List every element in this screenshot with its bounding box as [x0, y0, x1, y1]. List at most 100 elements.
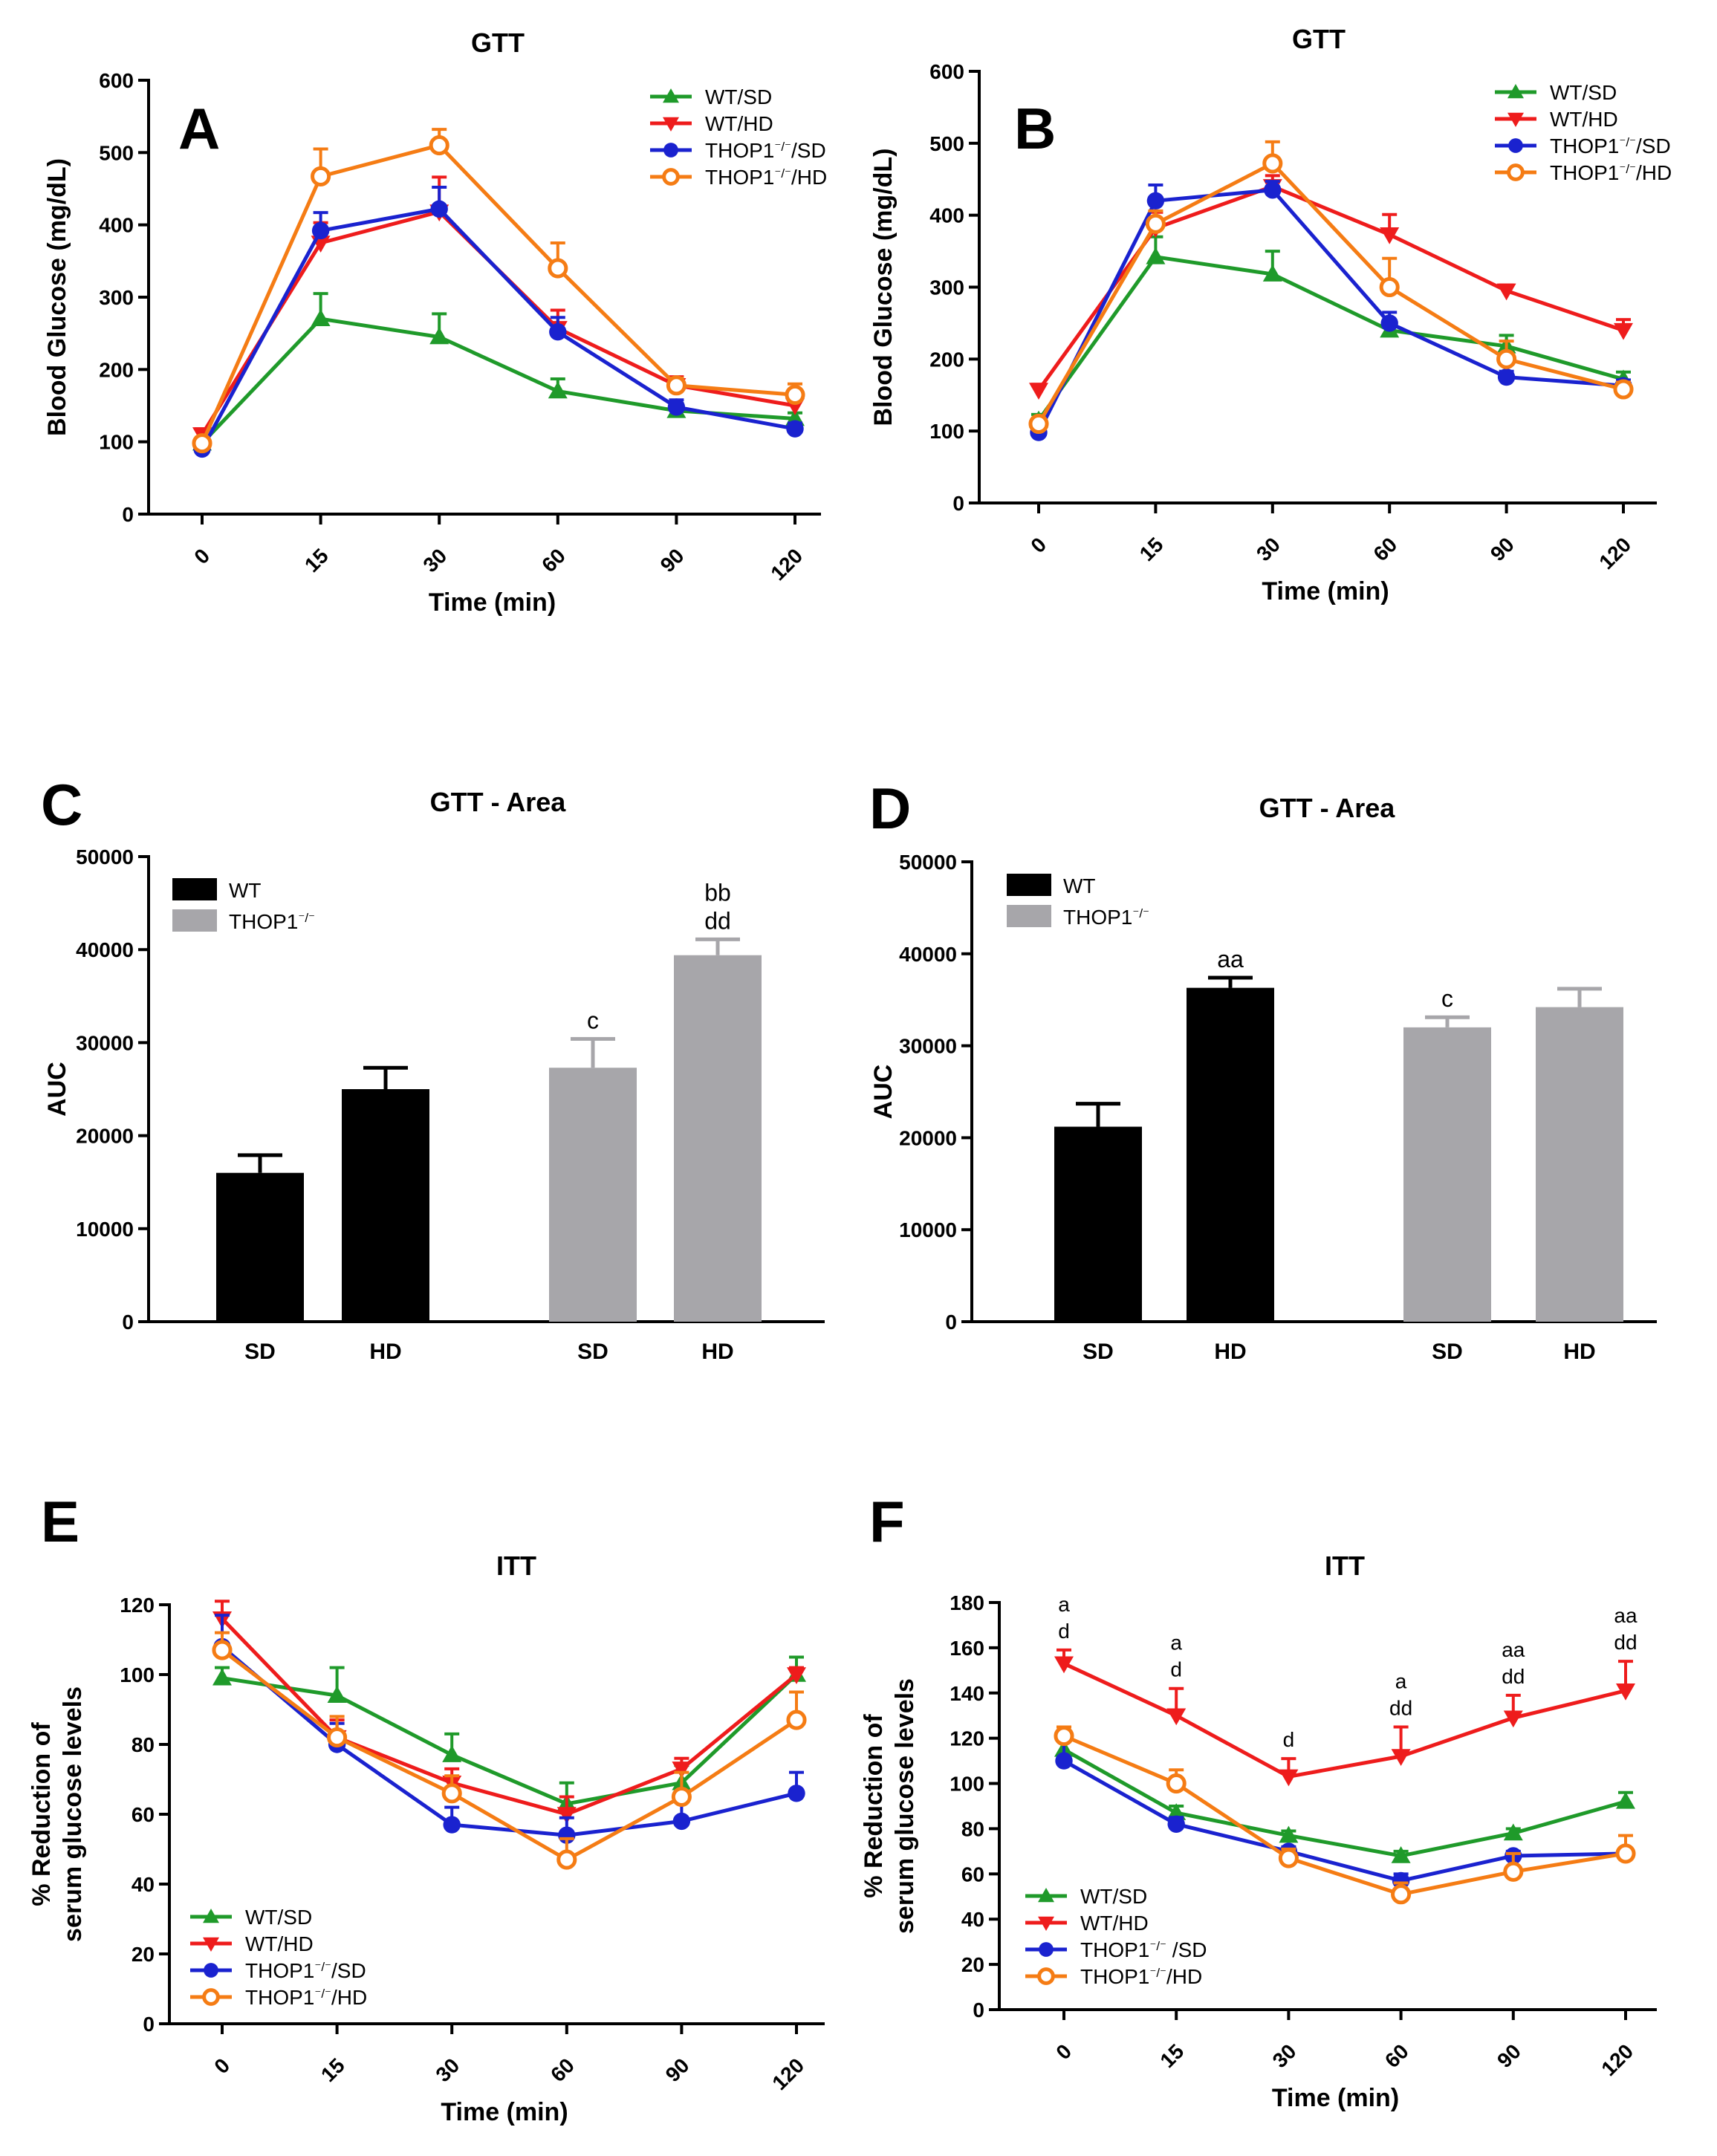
chart-f-data-point	[1503, 1710, 1523, 1728]
chart-a-data-point	[667, 398, 686, 416]
chart-f-data-point	[1278, 1848, 1299, 1868]
chart-e-ytick-label: 20	[132, 1943, 155, 1966]
chart-d-legend-swatch	[1007, 874, 1051, 896]
chart-a-legend-marker	[663, 88, 679, 103]
chart-f-ytick-label: 40	[961, 1908, 984, 1931]
chart-e-data-point	[787, 1667, 806, 1684]
chart-f-ytick-label: 180	[950, 1591, 984, 1614]
chart-e-data-point	[788, 1785, 805, 1802]
chart-b-ytick-label: 200	[929, 348, 964, 371]
chart-c-legend-swatch	[172, 909, 217, 932]
chart-b-xtick-label: 120	[1594, 533, 1635, 574]
chart-f-data-point	[1391, 1884, 1412, 1905]
chart-f-data-point	[1166, 1773, 1187, 1794]
chart-f-annotation: dd	[1389, 1696, 1412, 1719]
chart-f-legend-marker	[1039, 1942, 1054, 1957]
chart-d-legend-label: THOP1⁻/⁻	[1063, 906, 1149, 929]
chart-a-ytick-label: 600	[99, 69, 134, 92]
chart-a-series-0	[192, 292, 805, 451]
chart-b-data-point	[1029, 383, 1048, 400]
chart-e-series-line	[221, 1649, 798, 1862]
panel-b: B	[1014, 96, 1056, 161]
chart-c-legend: WT THOP1⁻/⁻	[172, 878, 315, 933]
chart-f-xtick-label: 60	[1380, 2039, 1413, 2072]
chart-f-data-point	[1054, 1656, 1074, 1674]
chart-c-xtick-label: SD	[577, 1340, 608, 1364]
chart-f-data-point	[1167, 1815, 1185, 1834]
chart-e-data-point	[556, 1807, 577, 1824]
chart-b-data-point	[1497, 368, 1516, 386]
chart-a-ytick-label: 100	[99, 431, 134, 454]
chart-f-annotation: d	[1170, 1658, 1182, 1681]
chart-f-legend-label: THOP1⁻/⁻ /SD	[1080, 1938, 1207, 1961]
chart-f-legend: WT/SD WT/HD THOP1⁻/⁻ /SD THOP1⁻/⁻/HD	[1025, 1885, 1207, 1988]
chart-b-series-2	[1030, 180, 1632, 441]
chart-f-ytick-label: 160	[950, 1637, 984, 1660]
chart-b-ytick-label: 0	[952, 492, 964, 515]
chart-b-ylabel: Blood Glucose (mg/dL)	[869, 149, 898, 426]
chart-a-data-point	[549, 323, 567, 341]
chart-c-ytick-label: 10000	[76, 1218, 134, 1241]
chart-a-xtick-label: 120	[766, 544, 807, 585]
chart-d-ytick-label: 10000	[899, 1218, 957, 1241]
chart-b-series-line	[1036, 188, 1624, 434]
chart-c-bar	[342, 1089, 429, 1322]
chart-e-data-point	[672, 1762, 692, 1779]
chart-c-annotation: dd	[704, 907, 731, 934]
chart-e-ytick-label: 100	[120, 1663, 155, 1686]
chart-e-series-2	[213, 1614, 805, 1844]
chart-a-series-3	[192, 128, 805, 454]
chart-c-xtick-label: SD	[244, 1340, 276, 1364]
chart-e-data-point	[212, 1640, 233, 1660]
chart-a-data-point	[666, 375, 687, 396]
chart-f-annotation: dd	[1614, 1631, 1637, 1654]
chart-b-data-point	[1496, 348, 1517, 369]
chart-f-data-point	[1391, 1749, 1411, 1767]
chart-b-series-line	[1036, 255, 1624, 422]
chart-b-series-line	[1036, 184, 1624, 392]
chart-e-legend-marker	[203, 1937, 219, 1952]
chart-e-ylabel: serum glucose levels	[59, 1686, 87, 1942]
chart-d-ytick-label: 50000	[899, 851, 957, 874]
chart-e-series-line	[221, 1645, 797, 1837]
chart-f-data-point	[1616, 1683, 1635, 1701]
chart-f-data-point	[1503, 1823, 1523, 1841]
chart-d-bar	[1403, 1027, 1491, 1322]
chart-d-xtick-label: HD	[1214, 1340, 1246, 1364]
chart-a-xtick-label: 30	[418, 544, 451, 577]
chart-a-ytick-label: 200	[99, 358, 134, 381]
chart-e-legend-label: WT/SD	[245, 1906, 312, 1929]
chart-c-xtick-label: HD	[369, 1340, 401, 1364]
chart-b-legend-marker	[1508, 138, 1523, 153]
chart-a-legend-marker	[663, 143, 678, 158]
chart-e-legend-label: THOP1⁻/⁻/SD	[245, 1959, 366, 1982]
chart-f-data-point	[1055, 1752, 1073, 1770]
chart-d-bar	[1187, 987, 1274, 1322]
chart-a-series-line	[200, 207, 796, 450]
chart-a-data-point	[311, 166, 331, 187]
chart-b-xtick-label: 60	[1369, 533, 1401, 565]
chart-a-ytick-label: 500	[99, 141, 134, 164]
chart-b-series-3	[1028, 140, 1634, 435]
panel-c-label: C	[41, 772, 82, 837]
chart-a-data-point	[785, 384, 805, 405]
chart-f-title: ITT	[1325, 1551, 1365, 1581]
chart-e-ytick-label: 60	[132, 1803, 155, 1826]
chart-a-legend-label: WT/SD	[705, 85, 772, 108]
chart-f-data-point	[1503, 1861, 1524, 1882]
chart-b-title: GTT	[1292, 24, 1346, 54]
chart-e-series-0	[212, 1655, 806, 1811]
chart-e-xtick-label: 0	[210, 2053, 234, 2078]
chart-f-ytick-label: 100	[950, 1773, 984, 1796]
chart-b-legend-marker	[1507, 112, 1524, 127]
chart-f-series-line	[1062, 1661, 1626, 1779]
chart-c-legend-label: THOP1⁻/⁻	[229, 910, 315, 933]
chart-e-ylabel: % Reduction of	[27, 1722, 56, 1906]
chart-e-legend-label: WT/HD	[245, 1932, 314, 1955]
chart-d-xtick-label: SD	[1432, 1340, 1463, 1364]
chart-f-legend-label: WT/SD	[1080, 1885, 1147, 1908]
chart-e-data-point	[212, 1668, 232, 1686]
chart-f-series-line	[1063, 1734, 1626, 1897]
panel-e: E	[41, 1489, 79, 1554]
chart-a-legend-marker	[663, 117, 679, 131]
